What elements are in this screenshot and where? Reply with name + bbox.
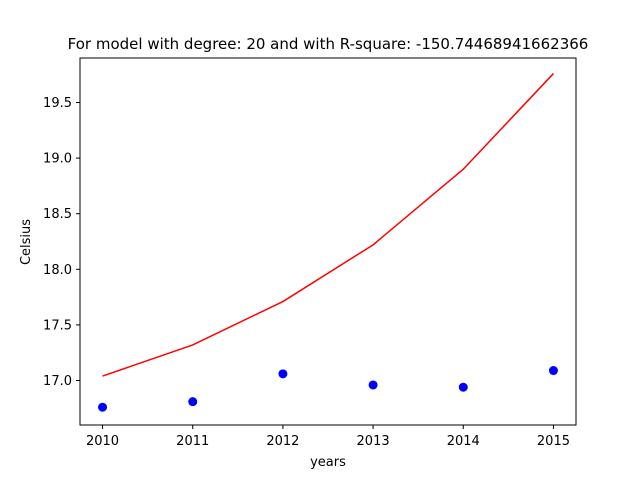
x-tick-label: 2015 <box>537 434 570 449</box>
x-tick-label: 2014 <box>447 434 480 449</box>
data-point <box>188 397 198 407</box>
x-axis: 2010 2011 2012 2013 2014 2015 <box>86 425 570 449</box>
y-axis-label: Celsius <box>19 219 34 265</box>
y-tick-label: 18.5 <box>43 207 72 222</box>
data-point <box>548 366 558 376</box>
x-tick-label: 2012 <box>266 434 299 449</box>
data-point <box>458 382 468 392</box>
data-point <box>98 402 108 412</box>
chart-title: For model with degree: 20 and with R-squ… <box>68 35 589 53</box>
y-tick-label: 18.0 <box>43 263 72 278</box>
data-point <box>278 369 288 379</box>
fit-line <box>102 73 555 377</box>
y-tick-label: 17.5 <box>43 318 72 333</box>
x-tick-label: 2010 <box>86 434 119 449</box>
x-tick-label: 2013 <box>357 434 390 449</box>
y-tick-label: 17.0 <box>43 374 72 389</box>
x-axis-label: years <box>310 455 346 470</box>
y-axis: 17.0 17.5 18.0 18.5 19.0 19.5 <box>43 96 80 389</box>
data-point <box>368 380 378 390</box>
y-tick-label: 19.0 <box>43 152 72 167</box>
plot-frame <box>79 57 577 426</box>
x-tick-label: 2011 <box>176 434 209 449</box>
plot-marks <box>98 73 558 412</box>
y-tick-label: 19.5 <box>43 96 72 111</box>
